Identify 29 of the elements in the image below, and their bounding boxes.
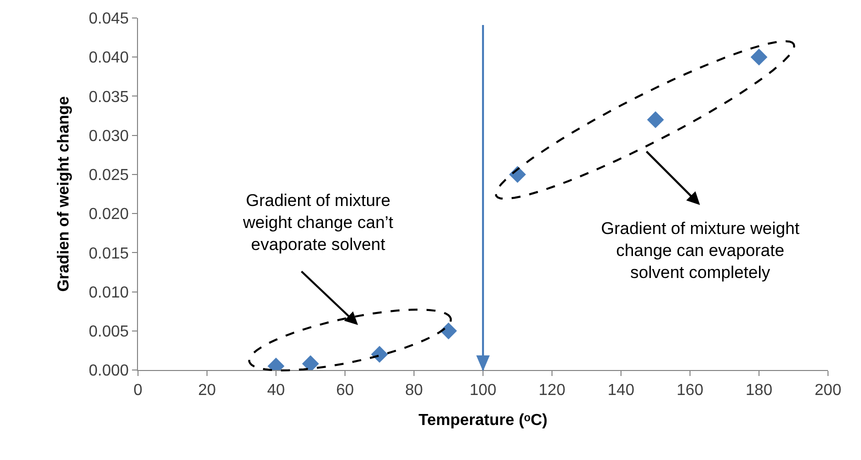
x-tick-label: 120 bbox=[538, 382, 566, 400]
x-tick-label: 20 bbox=[198, 382, 216, 400]
y-tick-label: 0.010 bbox=[88, 284, 129, 302]
point bbox=[647, 111, 664, 128]
x-tick-label: 40 bbox=[267, 382, 285, 400]
y-tick-label: 0.030 bbox=[88, 128, 129, 145]
x-axis-title: Temperature (ᵒC) bbox=[418, 412, 548, 429]
point bbox=[440, 322, 457, 340]
x-tick-label: 80 bbox=[405, 382, 423, 400]
y-tick-label: 0.025 bbox=[88, 167, 129, 184]
y-tick-label: 0.035 bbox=[88, 88, 129, 106]
point bbox=[750, 48, 768, 66]
x-tick-label: 60 bbox=[336, 382, 354, 400]
x-tick-label: 180 bbox=[746, 382, 772, 400]
x-tick-label: 100 bbox=[470, 382, 496, 400]
x-tick-label: 140 bbox=[608, 382, 634, 400]
x-tick-label: 160 bbox=[676, 382, 704, 400]
annotation: Gradient of mixture weight change can evaporate solvent completely bbox=[601, 219, 800, 282]
y-tick-label: 0.045 bbox=[88, 10, 129, 28]
point bbox=[371, 346, 388, 363]
y-tick-label: 0.000 bbox=[88, 362, 129, 380]
y-tick-label: 0.040 bbox=[88, 50, 129, 67]
x-tick-label: 0 bbox=[134, 382, 143, 400]
y-tick-label: 0.020 bbox=[88, 206, 129, 224]
y-tick-label: 0.005 bbox=[88, 323, 129, 340]
x-tick-label: 200 bbox=[814, 382, 842, 400]
y-tick-label: 0.015 bbox=[88, 245, 129, 262]
y-axis-title: Gradien of weight change bbox=[56, 96, 73, 292]
annotation: Gradient of mixture weight change can’t evaporate solvent bbox=[242, 191, 394, 254]
